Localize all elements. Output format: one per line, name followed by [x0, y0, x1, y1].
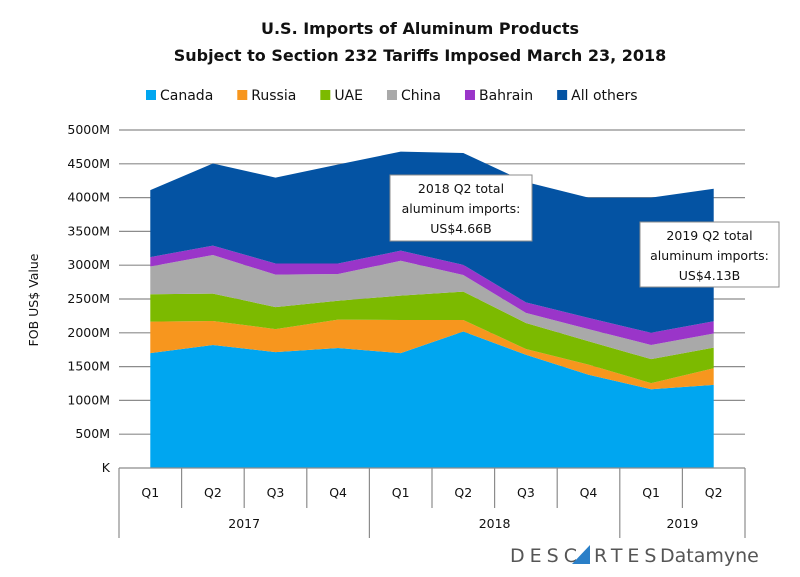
y-tick-label: 2000M — [67, 325, 110, 340]
legend-label: China — [401, 88, 441, 104]
area-china — [150, 255, 714, 360]
descartes-datamyne-logo: DESC RTES Datamyne — [510, 545, 759, 567]
x-tick-label: Q1 — [392, 485, 410, 500]
y-tick-label: 2500M — [67, 291, 110, 306]
x-tick-label: Q4 — [329, 485, 347, 500]
area-uae — [150, 291, 714, 384]
y-tick-label: 5000M — [67, 122, 110, 137]
legend-label: Bahrain — [479, 88, 533, 104]
annotation-box — [639, 221, 780, 288]
legend-swatch — [386, 90, 397, 100]
legend-swatch — [320, 90, 331, 100]
x-tick-label: Q1 — [642, 485, 660, 500]
y-tick-label: 1500M — [67, 359, 110, 374]
legend-label: All others — [571, 88, 637, 104]
areas — [150, 151, 714, 468]
y-tick-label: K — [102, 460, 111, 475]
legend-label: UAE — [334, 88, 363, 104]
logo-mark-icon — [572, 545, 590, 564]
y-axis: K 500M 1000M 1500M 2000M 2500M 3000M 3500M 4000M… — [67, 122, 110, 475]
year-label: 2017 — [228, 516, 260, 531]
area-canada — [150, 331, 714, 468]
y-tick-label: 3500M — [67, 223, 110, 238]
x-tick-label: Q2 — [454, 485, 472, 500]
chart-title-line-1: U.S. Imports of Aluminum Products — [261, 19, 579, 38]
y-tick-label: 3000M — [67, 257, 110, 272]
legend: Canada Russia UAE China Bahrain All others — [146, 88, 638, 104]
year-label: 2018 — [479, 516, 511, 531]
x-tick-label: Q1 — [141, 485, 159, 500]
annotation-text: 2018 Q2 total — [418, 181, 504, 196]
y-axis-label: FOB US$ Value — [26, 253, 41, 346]
year-label: 2019 — [666, 516, 698, 531]
chart-title-line-2: Subject to Section 232 Tariffs Imposed M… — [174, 46, 667, 65]
legend-swatch — [146, 90, 156, 100]
legend-label: Canada — [160, 88, 213, 104]
annotation-text: US$4.66B — [430, 221, 491, 236]
x-tick-label: Q3 — [517, 485, 535, 500]
x-tick-label: Q2 — [204, 485, 222, 500]
x-axis: Q1 Q2 Q3 Q4 Q1 Q2 Q3 Q4 Q1 Q2 2017 2018 2019 — [118, 467, 746, 538]
x-tick-label: Q4 — [580, 485, 598, 500]
x-tick-label: Q3 — [267, 485, 285, 500]
legend-label: Russia — [251, 88, 296, 104]
x-tick-label: Q2 — [705, 485, 723, 500]
annotation-text: aluminum imports: — [402, 201, 521, 216]
y-tick-label: 500M — [75, 426, 110, 441]
annotation-text: 2019 Q2 total — [666, 228, 752, 243]
logo-text-rest: RTES — [594, 545, 662, 567]
area-bahrain — [150, 245, 714, 345]
y-tick-label: 4500M — [67, 156, 110, 171]
legend-swatch — [557, 90, 568, 100]
annotation-text: aluminum imports: — [650, 248, 769, 263]
logo-text: DESC — [510, 545, 582, 567]
area-all-others — [150, 151, 714, 333]
legend-swatch — [464, 90, 475, 100]
annotations: 2018 Q2 total aluminum imports: US$4.66B 20… — [389, 174, 780, 288]
y-tick-label: 4000M — [67, 190, 110, 205]
legend-swatch — [237, 90, 248, 100]
annotation-text: US$4.13B — [679, 268, 740, 283]
y-tick-label: 1000M — [67, 392, 110, 407]
logo-suffix: Datamyne — [660, 545, 759, 567]
annotation-box — [389, 174, 533, 242]
area-russia — [150, 319, 714, 390]
